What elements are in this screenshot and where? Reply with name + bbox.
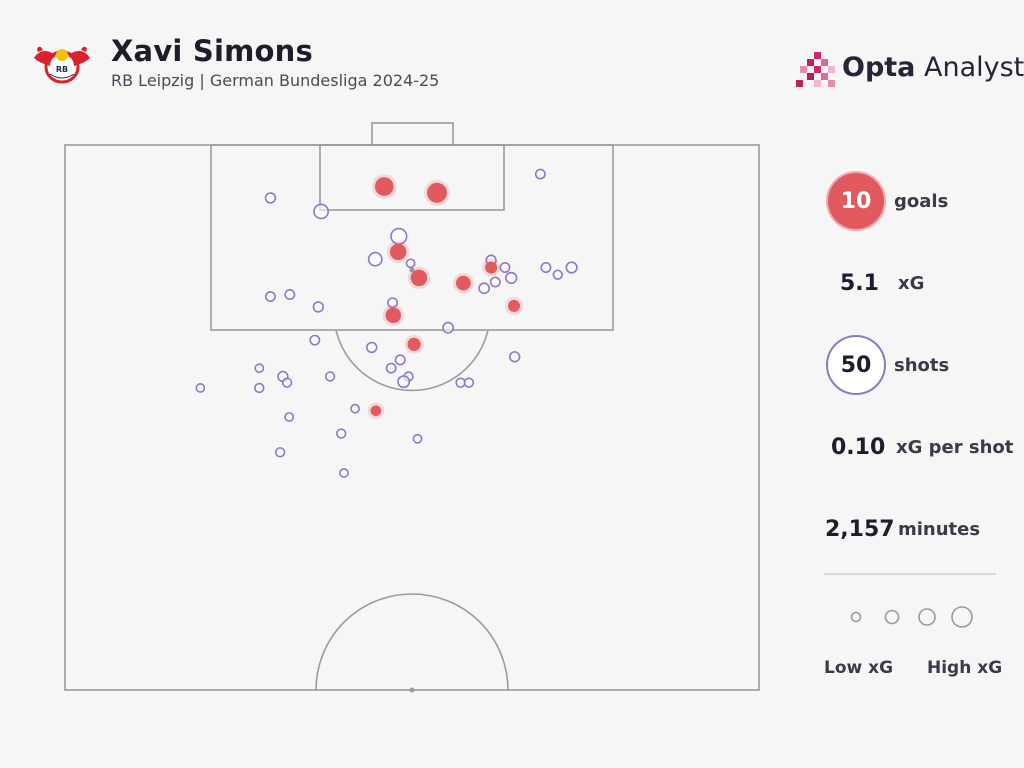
- legend-circles: [850, 606, 973, 628]
- shot-point-16: [284, 289, 296, 300]
- six-yard-box: [319, 144, 505, 211]
- xg-size-legend: Low xG High xG: [824, 600, 1004, 690]
- shot-point-29: [324, 371, 336, 382]
- svg-text:RB: RB: [56, 65, 68, 74]
- xg-per-shot-value: 0.10: [831, 435, 886, 460]
- opta-analyst-brand: Opta Analyst: [796, 46, 1024, 92]
- goal-point-10: [370, 405, 382, 417]
- shot-point-19: [442, 321, 454, 334]
- goals-layer: [367, 174, 524, 420]
- shots-value: 50: [840, 352, 872, 378]
- xg-label: xG: [898, 273, 925, 294]
- goal-point-5: [455, 275, 471, 291]
- subtitle: RB Leipzig | German Bundesliga 2024-25: [111, 71, 440, 90]
- goal-point-8: [508, 299, 521, 312]
- shot-point-5: [367, 251, 383, 267]
- goals-value: 10: [840, 188, 872, 214]
- shot-point-2: [313, 203, 330, 220]
- stat-xg-per-shot: 0.10 xG per shot: [826, 417, 1016, 477]
- shot-point-40: [339, 468, 349, 478]
- minutes-value: 2,157: [825, 517, 895, 542]
- center-circle: [315, 593, 509, 691]
- shot-point-14: [565, 261, 578, 274]
- penalty-arc: [335, 329, 489, 392]
- stat-minutes: 2,157 minutes: [825, 499, 1016, 559]
- shot-point-33: [455, 377, 466, 388]
- shot-point-6: [405, 258, 416, 269]
- shot-point-32: [195, 383, 206, 393]
- goal-point-7: [385, 307, 401, 323]
- brand-text: Opta Analyst: [842, 52, 1024, 83]
- shot-point-12: [540, 262, 552, 273]
- shot-point-31: [254, 382, 265, 394]
- center-spot: [409, 687, 415, 693]
- brand-text-light: Analyst: [915, 52, 1024, 83]
- legend-low-xg: Low xG: [824, 658, 894, 678]
- xg-per-shot-label: xG per shot: [896, 437, 1014, 458]
- shot-point-24: [385, 362, 397, 374]
- goal-point-1: [374, 177, 394, 196]
- header: RB Xavi Simons RB Leipzig | German Bunde…: [0, 0, 1024, 110]
- legend-circle-1: [850, 611, 862, 623]
- goal-point-2: [427, 182, 447, 203]
- shot-point-8: [499, 262, 511, 273]
- shot-point-13: [552, 269, 563, 280]
- shot-point-11: [478, 282, 491, 295]
- shot-point-35: [284, 412, 295, 422]
- shot-point-26: [397, 375, 411, 389]
- rb-leipzig-logo: RB: [34, 46, 90, 84]
- shot-point-10: [489, 276, 501, 288]
- shot-point-9: [505, 271, 518, 284]
- shot-point-20: [309, 334, 321, 346]
- stat-xg: 5.1 xG: [826, 253, 1016, 313]
- minutes-label: minutes: [898, 519, 981, 540]
- shots-label: shots: [894, 355, 950, 376]
- stats-divider: [824, 573, 996, 575]
- shot-point-1: [264, 192, 277, 204]
- penalty-spot: [409, 267, 415, 273]
- legend-high-xg: High xG: [927, 658, 1003, 678]
- shots-layer: [195, 168, 578, 478]
- shot-point-37: [336, 428, 347, 439]
- shot-point-3: [534, 168, 546, 180]
- shot-point-38: [412, 433, 423, 444]
- xg-value: 5.1: [840, 271, 879, 296]
- legend-circle-3: [918, 608, 936, 626]
- stat-shots: 50 shots: [826, 335, 1016, 395]
- shot-point-18: [387, 297, 399, 309]
- goals-badge: 10: [826, 171, 886, 231]
- shot-point-21: [366, 341, 378, 354]
- goal: [371, 122, 454, 146]
- shot-point-23: [394, 354, 406, 366]
- goal-point-6: [485, 261, 498, 274]
- shot-point-34: [463, 377, 475, 388]
- brand-text-bold: Opta: [842, 52, 916, 83]
- shot-point-15: [264, 291, 276, 303]
- shot-point-27: [254, 363, 265, 374]
- opta-logo-icon: [796, 52, 835, 87]
- penalty-area: [210, 144, 614, 331]
- pitch-lines: [64, 122, 760, 691]
- shot-point-39: [274, 447, 286, 458]
- stat-goals: 10 goals: [826, 171, 1016, 231]
- legend-circle-4: [951, 606, 973, 628]
- legend-circle-2: [884, 609, 900, 625]
- player-name: Xavi Simons: [111, 34, 313, 68]
- goal-point-3: [389, 243, 407, 261]
- goals-label: goals: [894, 191, 949, 212]
- goal-point-4: [410, 269, 428, 287]
- pitch-outline: [64, 144, 760, 691]
- goal-point-9: [407, 337, 421, 351]
- shot-point-17: [312, 301, 325, 313]
- shot-point-22: [509, 351, 521, 363]
- shot-point-36: [350, 403, 360, 414]
- shot-point-30: [281, 377, 293, 388]
- shots-badge: 50: [826, 335, 886, 395]
